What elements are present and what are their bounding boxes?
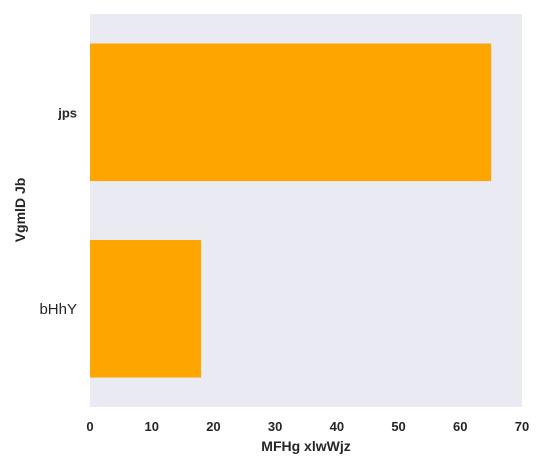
x-tick-labels: 0 10 20 30 40 50 60 70 [86,419,529,434]
x-tick-label-30: 30 [268,419,282,434]
category-label-bHhY: bHhY [39,301,77,318]
x-tick-label-20: 20 [206,419,220,434]
x-tick-label-0: 0 [86,419,93,434]
x-tick-label-10: 10 [144,419,158,434]
bar-jps [90,43,492,182]
bar-bHhY [90,239,202,378]
bars-group [90,43,492,378]
y-axis-label: VgmlD Jb [12,178,28,243]
x-tick-label-60: 60 [453,419,467,434]
x-axis-label: MFHg xlwWjz [261,438,350,454]
x-tick-label-70: 70 [515,419,529,434]
x-tick-label-40: 40 [330,419,344,434]
category-label-jps: jps [57,105,77,120]
x-tick-label-50: 50 [391,419,405,434]
category-labels: jps bHhY [39,105,77,318]
